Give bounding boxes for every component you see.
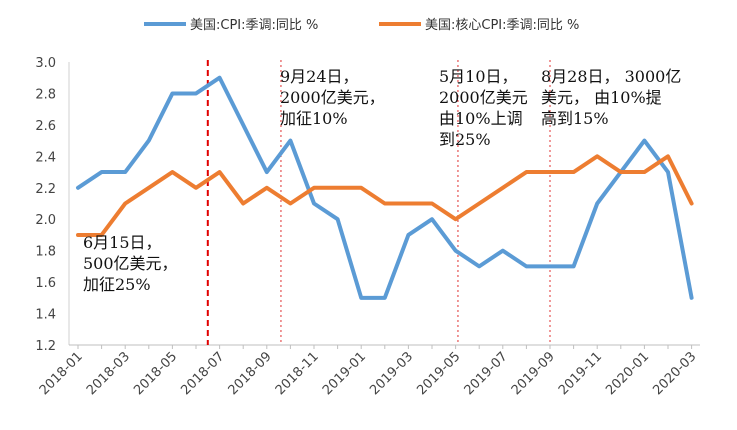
y-tick-label: 2.4 — [35, 150, 56, 165]
y-tick-label: 2.2 — [35, 182, 56, 197]
y-tick-label: 1.2 — [35, 339, 56, 354]
legend: 美国:CPI:季调:同比 % 美国:核心CPI:季调:同比 % — [144, 18, 579, 33]
y-tick-label: 3.0 — [35, 56, 56, 71]
series-line-core-cpi — [76, 154, 694, 237]
y-axis-ticks: 1.2 1.4 1.6 1.8 2.0 2.2 2.4 2.6 2.8 3.0 — [35, 56, 56, 354]
annotation-text-line: 由10%上调 — [439, 109, 523, 128]
x-tick-label: 2018-03 — [84, 349, 133, 398]
x-tick-label: 2019-07 — [462, 349, 511, 398]
x-tick-label: 2019-01 — [320, 349, 369, 398]
x-tick-label: 2020-01 — [603, 349, 652, 398]
x-tick-label: 2019-03 — [367, 349, 416, 398]
legend-label-core-cpi: 美国:核心CPI:季调:同比 % — [425, 18, 579, 33]
event-marker-lines — [206, 60, 551, 345]
annotation-text-line: 500亿美元， — [83, 254, 178, 273]
annotation-text-line: 2000亿美元， — [280, 88, 385, 107]
y-tick-label: 1.6 — [35, 276, 56, 291]
annotation-text-line: 高到15% — [541, 109, 609, 128]
event-annotations: 6月15日， 500亿美元， 加征25% 9月24日， 2000亿美元， 加征10% 5月1… — [83, 67, 681, 294]
annotation-text-line: 6月15日， — [83, 233, 162, 252]
annotation-text-line: 加征25% — [83, 275, 151, 294]
annotation-text-line: 5月10日， — [439, 67, 518, 86]
x-axis-ticks: 2018-012018-032018-052018-072018-092018-… — [37, 345, 699, 398]
x-tick-label: 2018-07 — [178, 349, 227, 398]
annotation-text-line: 2000亿美元 — [439, 88, 528, 107]
x-tick-label: 2019-09 — [509, 349, 558, 398]
legend-label-cpi: 美国:CPI:季调:同比 % — [190, 18, 318, 33]
x-tick-label: 2018-01 — [37, 349, 86, 398]
x-tick-label: 2018-11 — [273, 349, 322, 398]
annotation-text-line: 9月24日， — [280, 67, 359, 86]
series-line-cpi — [76, 75, 694, 300]
y-tick-label: 2.0 — [35, 213, 56, 228]
y-tick-label: 1.8 — [35, 245, 56, 260]
x-tick-label: 2018-05 — [131, 349, 180, 398]
x-tick-label: 2019-11 — [556, 349, 605, 398]
series-lines — [76, 75, 694, 300]
annotation-text-line: 加征10% — [280, 109, 348, 128]
y-tick-label: 2.6 — [35, 119, 56, 134]
x-tick-label: 2019-05 — [414, 349, 463, 398]
annotation-text-line: 到25% — [439, 130, 491, 149]
y-tick-label: 2.8 — [35, 87, 56, 102]
y-tick-label: 1.4 — [35, 308, 56, 323]
annotation-text-line: 美元， 由10%提 — [541, 88, 662, 107]
annotation-text-line: 8月28日， 3000亿 — [541, 67, 681, 86]
x-tick-label: 2020-03 — [650, 349, 699, 398]
x-tick-label: 2018-09 — [226, 349, 275, 398]
